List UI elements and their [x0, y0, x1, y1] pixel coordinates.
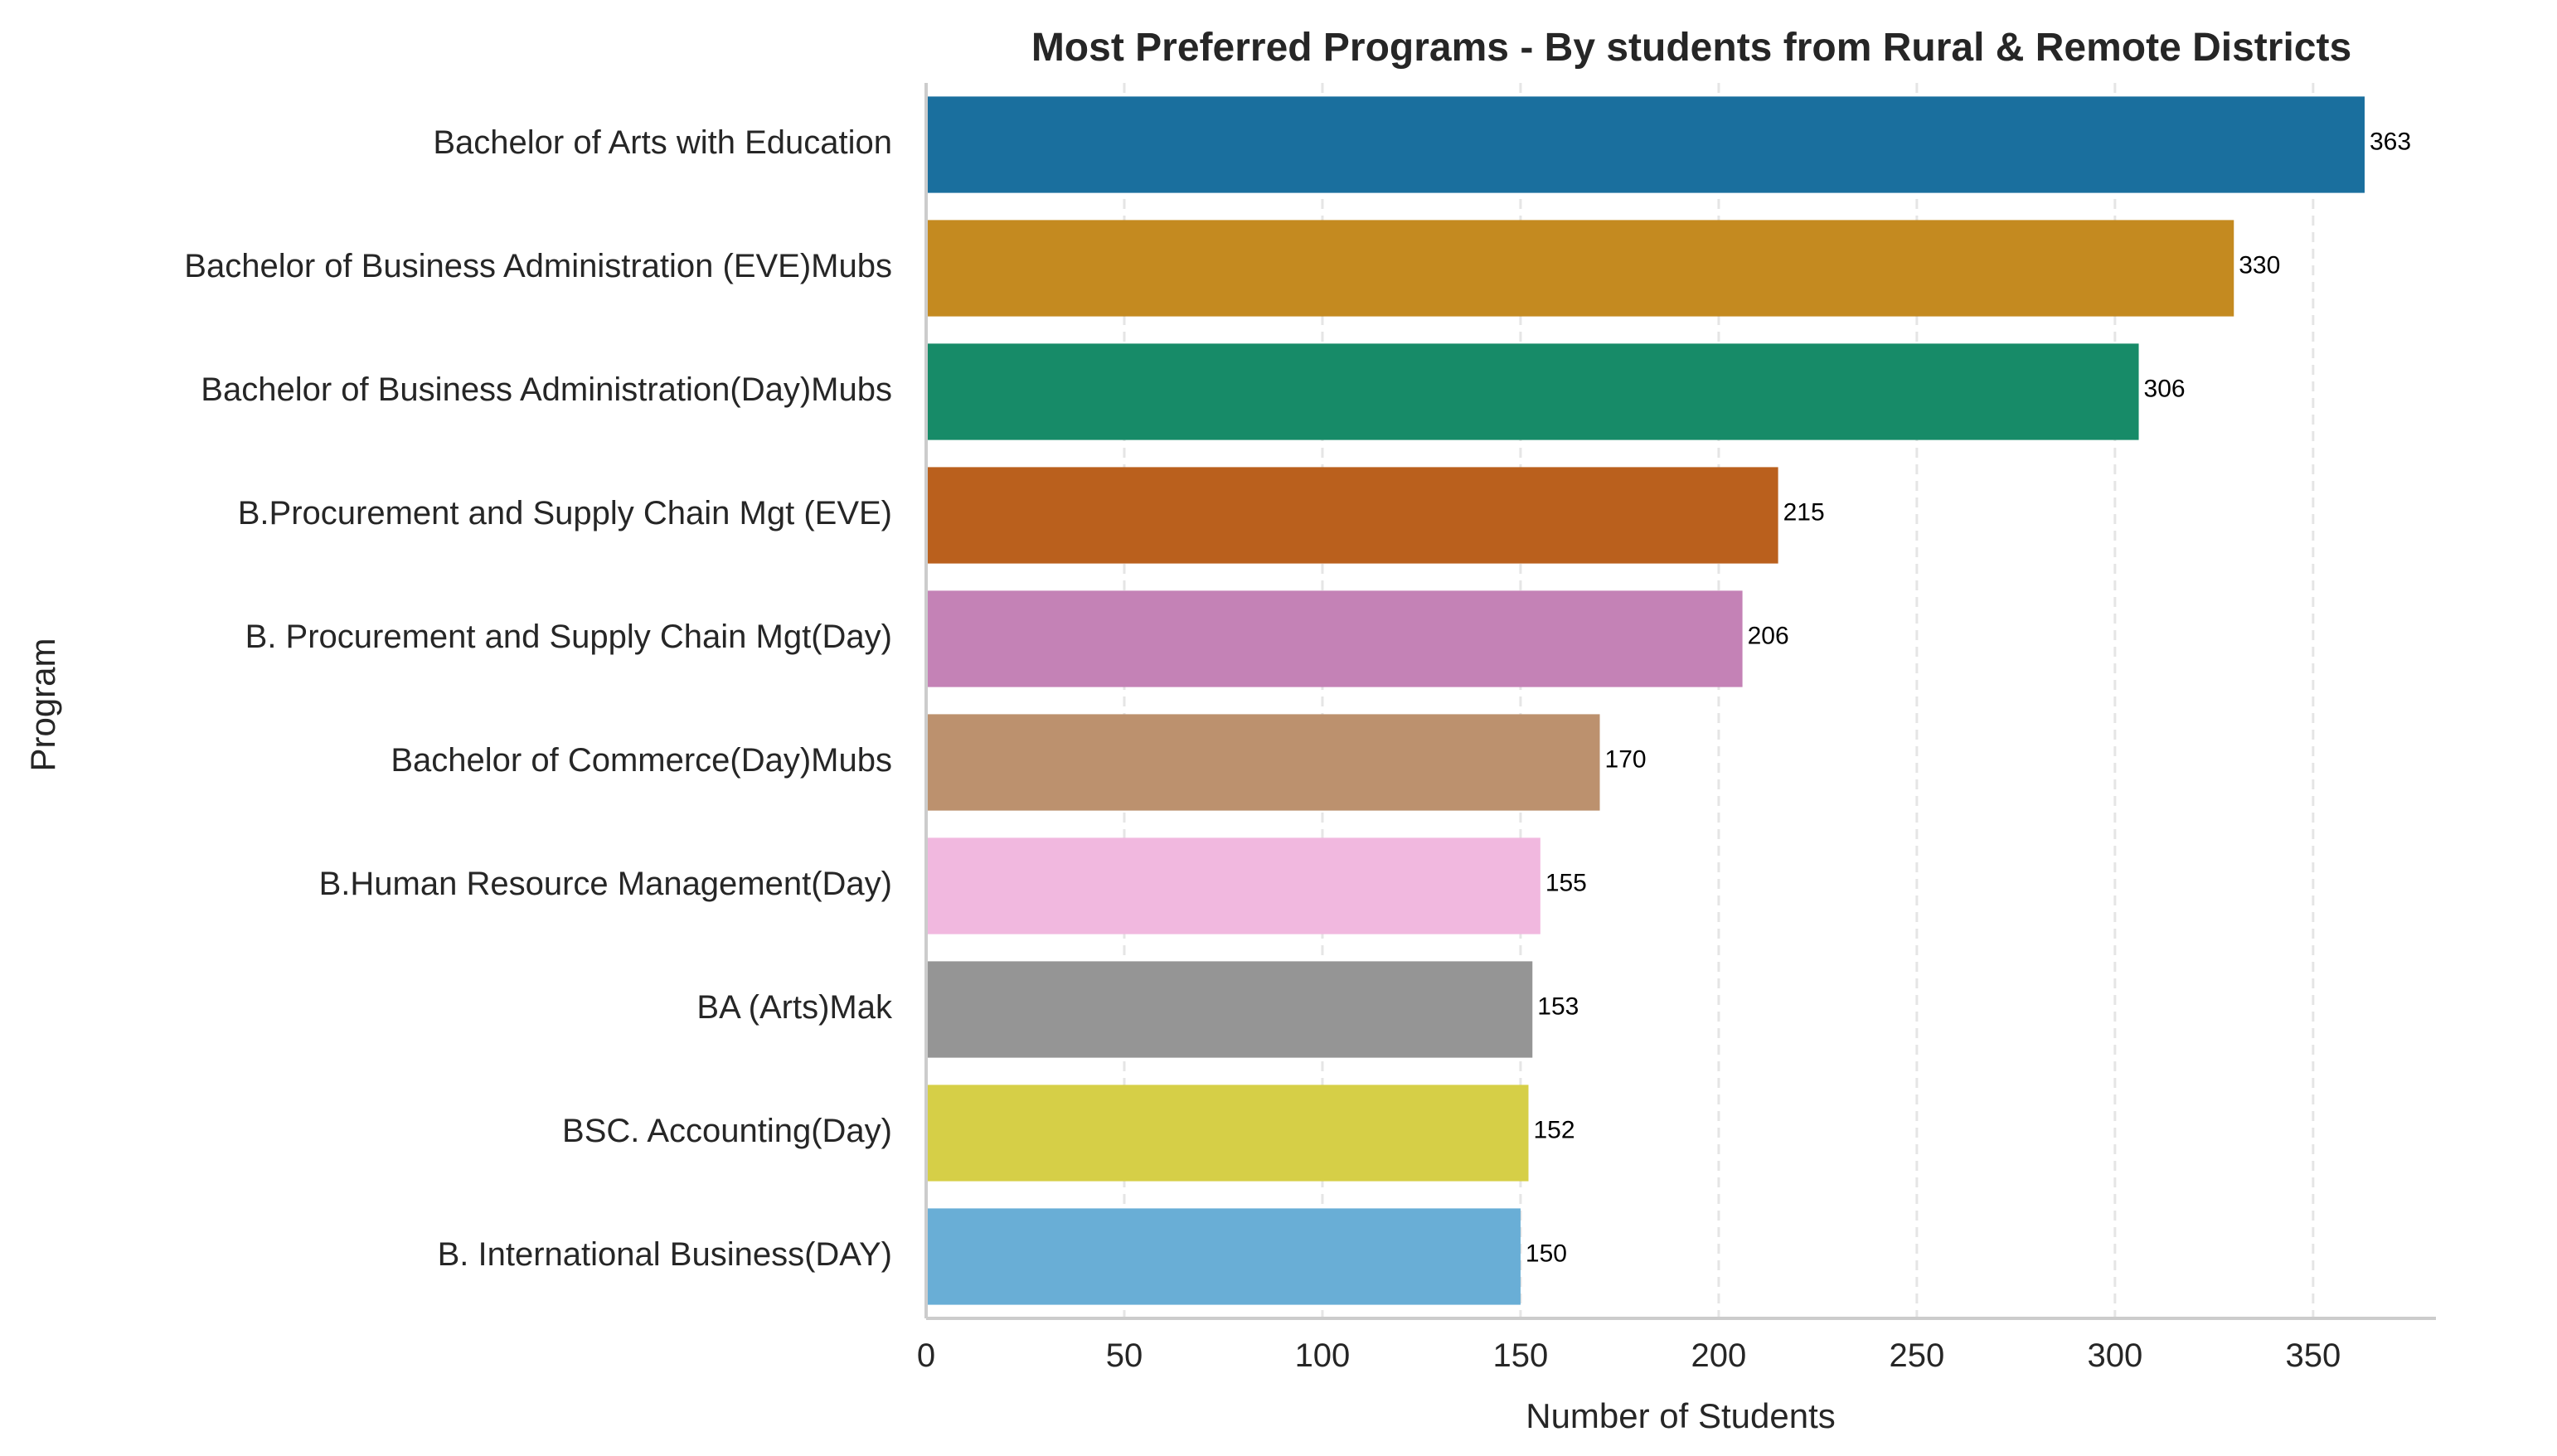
bar: [926, 467, 1778, 564]
y-tick-label: BA (Arts)Mak: [696, 989, 893, 1026]
chart-title: Most Preferred Programs - By students fr…: [1031, 26, 2351, 70]
bars-layer: [926, 96, 2365, 1305]
bar: [926, 590, 1743, 687]
y-tick-label: B. Procurement and Supply Chain Mgt(Day): [245, 619, 892, 655]
y-tick-label: B. International Business(DAY): [438, 1236, 892, 1273]
y-tick-label: B.Procurement and Supply Chain Mgt (EVE): [238, 495, 892, 531]
data-label: 215: [1783, 498, 1825, 526]
data-label: 363: [2370, 128, 2411, 155]
data-label: 306: [2144, 375, 2186, 402]
bar: [926, 343, 2139, 440]
y-tick-label: Bachelor of Arts with Education: [433, 124, 892, 161]
y-tick-label: Bachelor of Commerce(Day)Mubs: [391, 742, 892, 779]
x-tick-labels: 0 50 100 150 200 250 300 350: [917, 1337, 2341, 1374]
bar: [926, 837, 1541, 934]
data-label: 150: [1526, 1240, 1567, 1267]
bar: [926, 220, 2234, 317]
data-label: 152: [1533, 1116, 1574, 1143]
y-tick-label: B.Human Resource Management(Day): [319, 866, 892, 902]
y-tick-label: BSC. Accounting(Day): [562, 1113, 892, 1149]
y-tick-labels: Bachelor of Arts with Education Bachelor …: [184, 124, 893, 1273]
x-tick-label: 250: [1890, 1337, 1945, 1374]
x-tick-label: 0: [917, 1337, 935, 1374]
x-tick-label: 300: [2087, 1337, 2142, 1374]
bar: [926, 714, 1600, 811]
data-label: 155: [1545, 869, 1587, 896]
data-label: 330: [2239, 251, 2280, 279]
x-tick-label: 50: [1106, 1337, 1143, 1374]
data-label: 206: [1748, 622, 1789, 649]
bar: [926, 96, 2365, 193]
x-tick-label: 200: [1691, 1337, 1747, 1374]
data-labels-layer: 363 330 306 215 206 170 155 153 152 150: [1526, 128, 2411, 1267]
x-tick-label: 100: [1295, 1337, 1351, 1374]
x-tick-label: 150: [1493, 1337, 1549, 1374]
y-tick-label: Bachelor of Business Administration(Day)…: [201, 371, 892, 408]
bar: [926, 1085, 1529, 1182]
y-tick-label: Bachelor of Business Administration (EVE…: [184, 248, 892, 284]
data-label: 170: [1605, 745, 1647, 773]
x-axis-label: Number of Students: [1526, 1396, 1836, 1435]
bar: [926, 1208, 1521, 1305]
x-tick-label: 350: [2285, 1337, 2341, 1374]
bar: [926, 961, 1533, 1058]
data-label: 153: [1537, 993, 1579, 1020]
y-axis-label: Program: [23, 638, 62, 771]
